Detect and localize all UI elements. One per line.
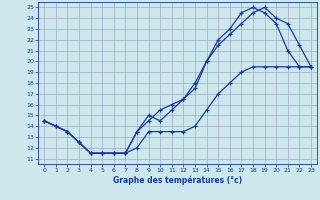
X-axis label: Graphe des températures (°c): Graphe des températures (°c) <box>113 176 242 185</box>
